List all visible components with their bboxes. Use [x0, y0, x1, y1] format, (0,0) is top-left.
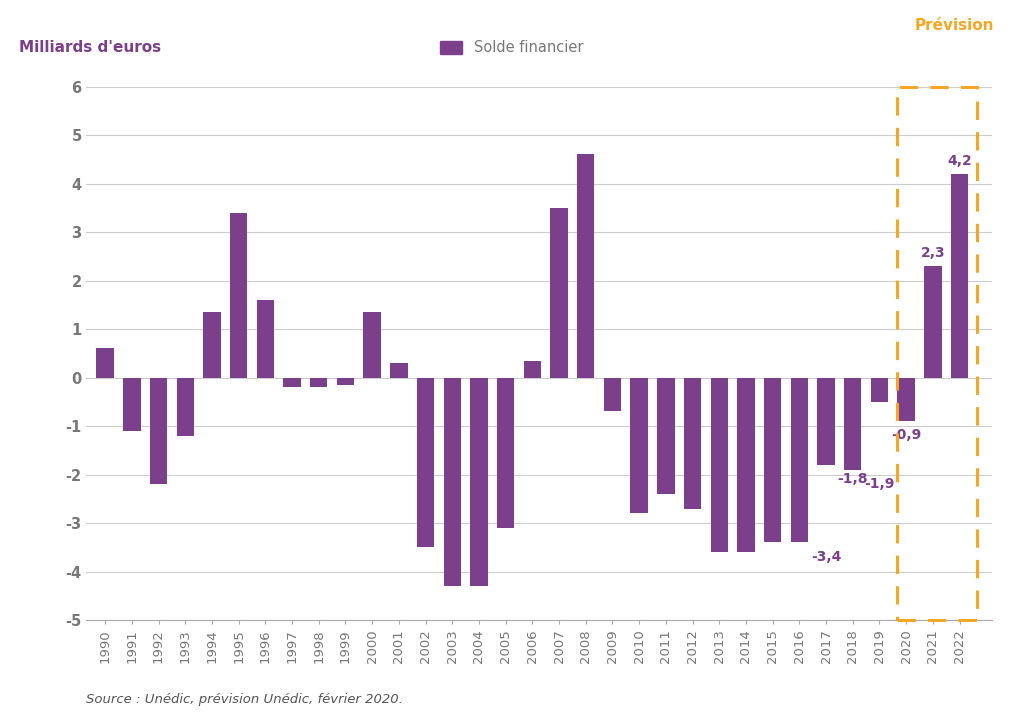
Bar	[417, 378, 434, 547]
Text: Source : Unédic, prévision Unédic, février 2020.: Source : Unédic, prévision Unédic, févri…	[86, 693, 404, 706]
Bar	[764, 378, 781, 542]
Text: -3,4: -3,4	[811, 549, 841, 564]
Legend: Solde financier: Solde financier	[440, 40, 584, 56]
Bar	[550, 208, 567, 378]
Bar	[123, 378, 140, 431]
Text: -1,8: -1,8	[837, 472, 868, 486]
Text: 4,2: 4,2	[947, 154, 972, 168]
Bar	[657, 378, 674, 494]
Bar	[470, 378, 487, 586]
Bar	[391, 363, 408, 378]
Text: Prévision: Prévision	[914, 18, 995, 33]
Bar	[577, 154, 594, 378]
Bar	[203, 312, 221, 378]
Bar	[790, 378, 809, 542]
Bar	[256, 300, 274, 378]
Text: -1,9: -1,9	[864, 477, 895, 491]
Text: Milliards d'euros: Milliards d'euros	[18, 40, 161, 55]
Text: -0,9: -0,9	[891, 428, 921, 443]
Bar	[897, 378, 915, 421]
Bar	[871, 378, 888, 402]
Bar	[443, 378, 461, 586]
Bar	[683, 378, 701, 508]
Bar	[631, 378, 648, 513]
Bar	[497, 378, 515, 528]
Bar	[737, 378, 755, 552]
Bar	[310, 378, 327, 387]
Bar	[711, 378, 728, 552]
Bar	[604, 378, 621, 412]
Bar	[818, 378, 835, 465]
Bar	[363, 312, 380, 378]
Bar	[177, 378, 194, 435]
Bar	[924, 266, 942, 378]
Bar	[524, 360, 541, 378]
Bar	[897, 87, 977, 620]
Bar	[844, 378, 861, 469]
Bar	[337, 378, 354, 385]
Bar	[284, 378, 301, 387]
Text: 2,3: 2,3	[920, 246, 945, 260]
Bar	[97, 348, 114, 378]
Bar	[951, 174, 968, 378]
Bar	[149, 378, 167, 485]
Bar	[230, 213, 247, 378]
